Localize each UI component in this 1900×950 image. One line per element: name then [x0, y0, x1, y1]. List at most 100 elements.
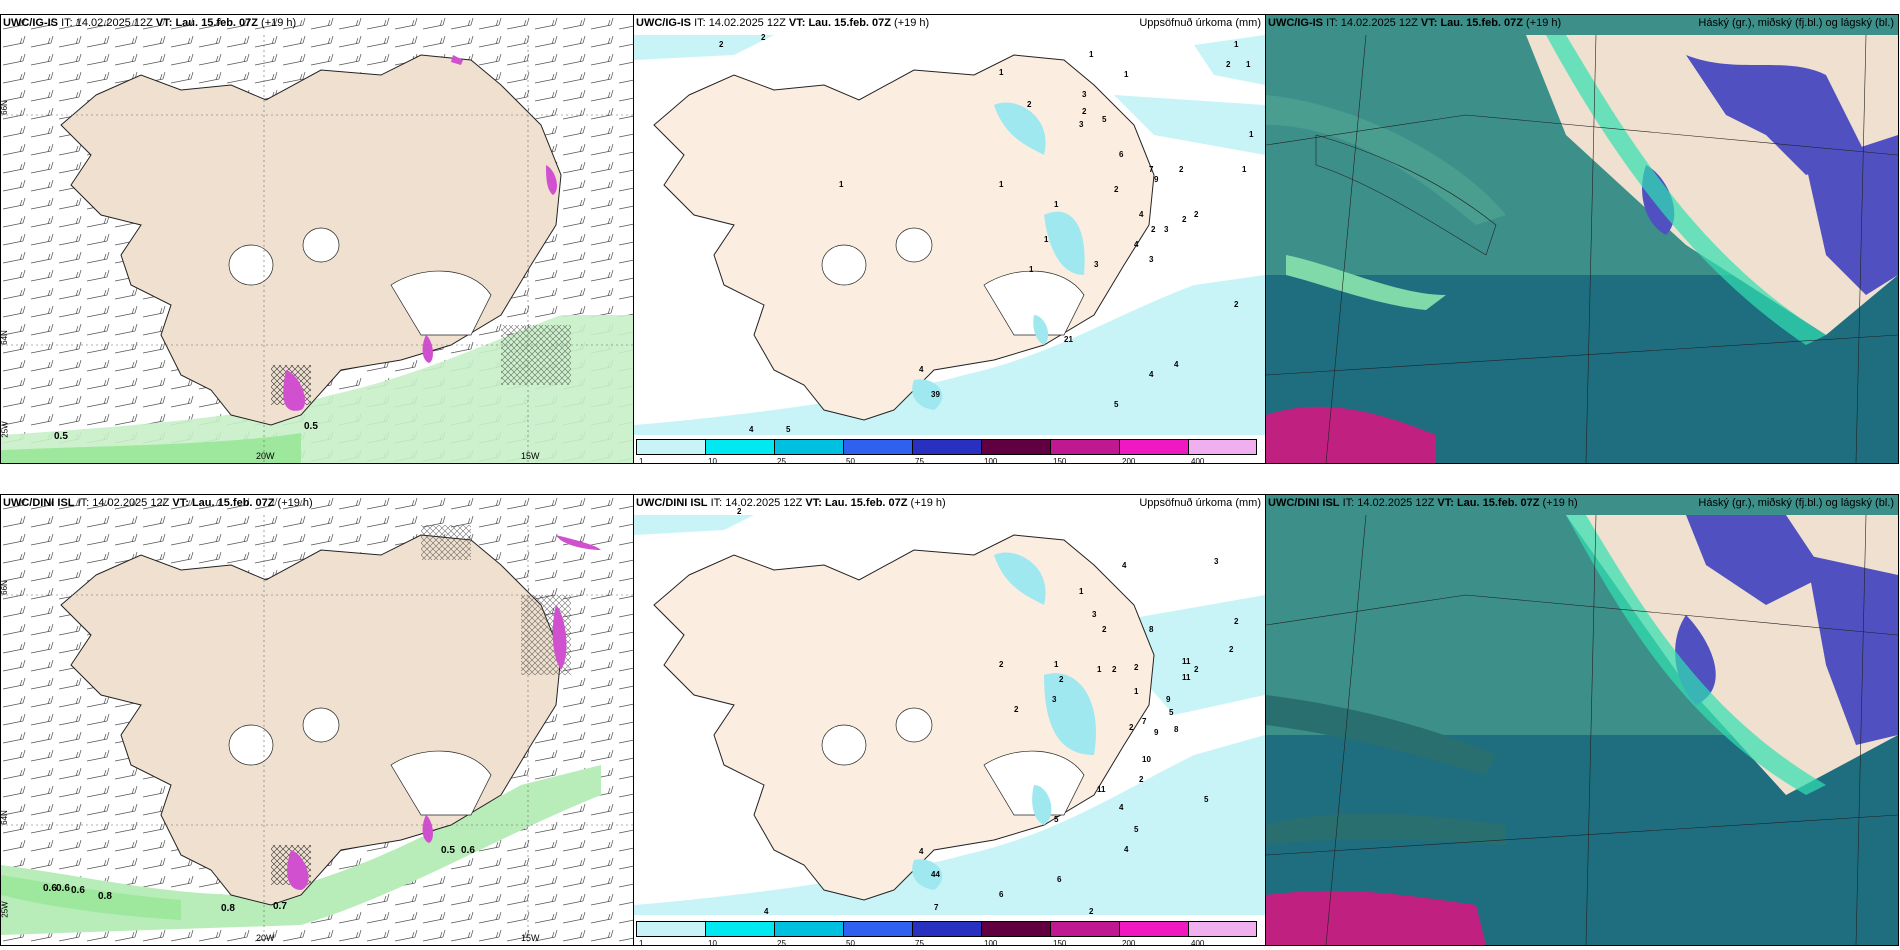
lon-label-20w: 20W [256, 933, 275, 943]
contour-label: 0.8 [98, 891, 112, 902]
panel-header: UWC/DINI ISL IT: 14.02.2025 12Z VT: Lau.… [3, 497, 313, 509]
precip-value: 1 [1054, 660, 1059, 669]
precip-value: 5 [1054, 815, 1059, 824]
colorbar-swatch: 50 [843, 921, 912, 945]
precip-value: 2 [1194, 210, 1199, 219]
panel-header: UWC/DINI ISL IT: 14.02.2025 12Z VT: Lau.… [636, 497, 946, 509]
precip-value: 39 [931, 390, 940, 399]
colorbar-swatch: 75 [912, 921, 981, 945]
panel-header: UWC/IG-IS IT: 14.02.2025 12Z VT: Lau. 15… [1268, 17, 1562, 29]
colorbar-swatch: 400 [1188, 439, 1257, 463]
precip-value: 11 [1182, 673, 1191, 682]
contour-label: 0.5 [54, 431, 68, 442]
wind-map [1, 15, 633, 463]
colorbar-swatch: 150 [1050, 921, 1119, 945]
colorbar-swatch: 200 [1119, 921, 1188, 945]
precip-value: 2 [1234, 617, 1239, 626]
panel-clouds-top: UWC/IG-IS IT: 14.02.2025 12Z VT: Lau. 15… [1265, 14, 1899, 464]
precip-value: 3 [1082, 90, 1087, 99]
contour-label: 0.5 [441, 845, 455, 856]
precip-value: 2 [761, 33, 766, 42]
precip-value: 3 [1052, 695, 1057, 704]
colorbar-swatch: 75 [912, 439, 981, 463]
precip-value: 2 [1102, 625, 1107, 634]
panel-title-right: Uppsöfnuð úrkoma (mm) [1139, 497, 1261, 509]
precip-value: 1 [1242, 165, 1247, 174]
panel-precip-top: UWC/IG-IS IT: 14.02.2025 12Z VT: Lau. 15… [633, 14, 1266, 464]
precip-value: 4 [1174, 360, 1179, 369]
colorbar-swatch: 400 [1188, 921, 1257, 945]
colorbar-swatch: 200 [1119, 439, 1188, 463]
lat-label-64n: 64N [0, 330, 9, 345]
precip-value: 1 [1234, 40, 1239, 49]
precip-value: 1 [1246, 60, 1251, 69]
precip-value: 10 [1142, 755, 1151, 764]
panel-wind-top: UWC/IG-IS IT: 14.02.2025 12Z VT: Lau. 15… [0, 14, 634, 464]
precip-value: 2 [1129, 723, 1134, 732]
precip-value: 2 [1059, 675, 1064, 684]
precip-value: 1 [1079, 587, 1084, 596]
panel-wind-bottom: UWC/DINI ISL IT: 14.02.2025 12Z VT: Lau.… [0, 494, 634, 946]
panel-precip-bottom: UWC/DINI ISL IT: 14.02.2025 12Z VT: Lau.… [633, 494, 1266, 946]
precip-value: 3 [1149, 255, 1154, 264]
precip-value: 4 [1124, 845, 1129, 854]
precip-value: 7 [934, 903, 939, 912]
precip-value: 4 [919, 847, 924, 856]
precip-value: 21 [1064, 335, 1073, 344]
lat-label-66n: 66N [0, 100, 9, 115]
precip-value: 2 [1112, 665, 1117, 674]
precip-colorbar: 1 10 25 50 75 100 150 200 400 [636, 439, 1257, 463]
precip-value: 2 [719, 40, 724, 49]
colorbar-swatch: 10 [705, 921, 774, 945]
precip-value: 4 [1139, 210, 1144, 219]
precip-value: 1 [1124, 70, 1129, 79]
precip-value: 1 [1089, 50, 1094, 59]
precip-value: 1 [999, 68, 1004, 77]
precip-map [634, 515, 1265, 915]
lon-label-15w: 15W [521, 933, 540, 943]
precip-value: 3 [1164, 225, 1169, 234]
precip-value: 8 [1174, 725, 1179, 734]
lon-label-25w: 25W [0, 901, 10, 918]
precip-map [634, 35, 1265, 435]
precip-value: 3 [1092, 610, 1097, 619]
contour-label: 0.6 [56, 883, 70, 894]
contour-label: 0.6 [43, 883, 57, 894]
precip-value: 1 [1249, 130, 1254, 139]
lat-label-66n: 66N [0, 580, 9, 595]
colorbar-swatch: 1 [636, 439, 705, 463]
lat-label-64n: 64N [0, 810, 9, 825]
contour-label: 0.7 [273, 901, 287, 912]
precip-colorbar: 1 10 25 50 75 100 150 200 400 [636, 921, 1257, 945]
precip-value: 6 [999, 890, 1004, 899]
precip-value: 4 [1119, 803, 1124, 812]
contour-label: 0.8 [221, 903, 235, 914]
precip-value: 5 [1169, 708, 1174, 717]
precip-value: 2 [1027, 100, 1032, 109]
colorbar-swatch: 100 [981, 439, 1050, 463]
precip-value: 4 [919, 365, 924, 374]
panel-header: UWC/IG-IS IT: 14.02.2025 12Z VT: Lau. 15… [636, 17, 930, 29]
precip-value: 2 [1234, 300, 1239, 309]
precip-value: 2 [1194, 665, 1199, 674]
precip-value: 44 [931, 870, 940, 879]
precip-value: 2 [999, 660, 1004, 669]
colorbar-swatch: 25 [774, 439, 843, 463]
precip-value: 5 [786, 425, 791, 434]
precip-value: 1 [1097, 665, 1102, 674]
precip-value: 2 [1139, 775, 1144, 784]
contour-label: 0.6 [71, 885, 85, 896]
precip-value: 5 [1102, 115, 1107, 124]
precip-value: 1 [1044, 235, 1049, 244]
precip-value: 5 [1114, 400, 1119, 409]
lon-label-15w: 15W [521, 451, 540, 461]
contour-label: 0.6 [461, 845, 475, 856]
precip-value: 9 [1166, 695, 1171, 704]
precip-value: 4 [749, 425, 754, 434]
precip-value: 3 [1094, 260, 1099, 269]
precip-value: 4 [1122, 561, 1127, 570]
precip-value: 1 [1134, 687, 1139, 696]
precip-value: 3 [1079, 120, 1084, 129]
precip-value: 2 [1082, 107, 1087, 116]
colorbar-swatch: 50 [843, 439, 912, 463]
